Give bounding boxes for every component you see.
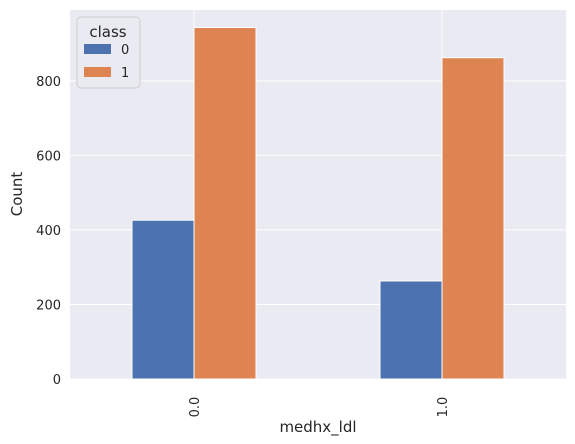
bar-0.0-series-1 [193, 27, 257, 380]
legend-swatch-0 [84, 44, 111, 54]
legend-swatch-1 [84, 67, 111, 77]
x-tick-label-0: 0.0 [188, 397, 203, 418]
x-tick-label-1: 1.0 [436, 397, 451, 418]
y-tick-label-2: 400 [36, 224, 61, 239]
bar-0.0-series-0 [131, 219, 195, 380]
legend-title: class [89, 23, 126, 41]
bars [131, 27, 505, 380]
x-tick-labels: 0.0 1.0 [188, 397, 451, 418]
y-tick-label-3: 600 [36, 149, 61, 164]
legend-label-1: 1 [121, 66, 129, 81]
bar-1.0-series-0 [379, 280, 443, 380]
bar-1.0-series-1 [441, 57, 505, 380]
y-tick-labels: 0 200 400 600 800 [36, 75, 61, 388]
legend: class 0 1 [76, 16, 141, 89]
y-tick-label-4: 800 [36, 75, 61, 90]
x-axis-label: medhx_ldl [279, 418, 356, 437]
y-tick-label-0: 0 [53, 373, 61, 388]
y-tick-label-1: 200 [36, 298, 61, 313]
legend-label-0: 0 [121, 43, 129, 58]
y-axis-label: Count [8, 172, 26, 217]
